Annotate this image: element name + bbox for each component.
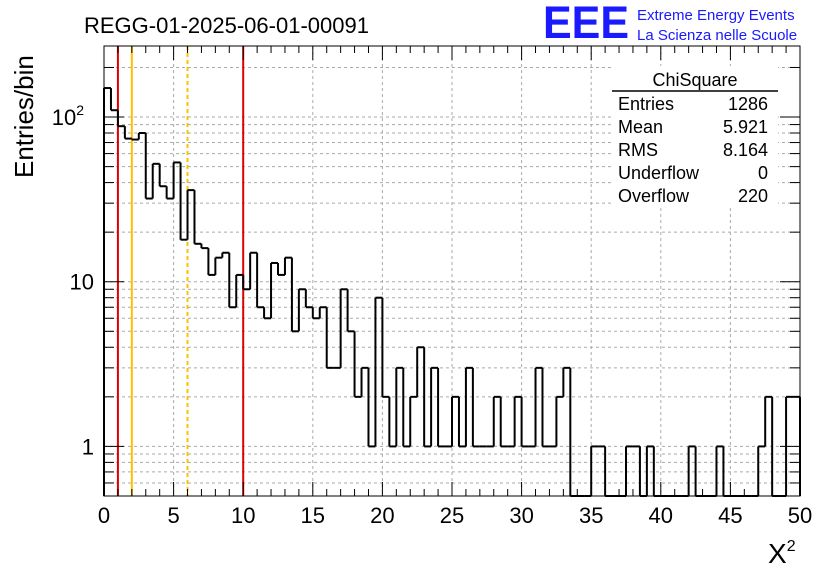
stats-value-mean: 5.921 (723, 117, 768, 137)
stats-label-entries: Entries (618, 94, 674, 114)
stats-box-bg (612, 66, 778, 208)
x-tick-label: 5 (167, 503, 179, 528)
y-tick-label: 1 (82, 434, 94, 459)
run-title: REGG-01-2025-06-01-00091 (84, 13, 369, 38)
x-axis-title-base: X (768, 538, 787, 569)
y-axis-title: Entries/bin (9, 55, 39, 178)
x-tick-label: 30 (509, 503, 533, 528)
x-tick-label: 0 (98, 503, 110, 528)
stats-label-rms: RMS (618, 140, 658, 160)
stats-value-overflow: 220 (738, 186, 768, 206)
axis-ticks (103, 46, 801, 497)
stats-label-underflow: Underflow (618, 163, 700, 183)
x-tick-label: 15 (301, 503, 325, 528)
reference-lines (116, 46, 245, 496)
x-axis-title: X2 (768, 538, 796, 569)
stats-value-underflow: 0 (758, 163, 768, 183)
x-tick-label: 35 (579, 503, 603, 528)
x-tick-label: 50 (788, 503, 812, 528)
x-tick-label: 45 (718, 503, 742, 528)
stats-title: ChiSquare (652, 70, 737, 90)
x-tick-label: 25 (440, 503, 464, 528)
stats-box: ChiSquare Entries 1286 Mean 5.921 RMS 8.164 Und… (612, 66, 778, 208)
stats-label-overflow: Overflow (618, 186, 690, 206)
y-tick-label: 10 (70, 270, 94, 295)
x-tick-label: 40 (649, 503, 673, 528)
x-tick-label: 20 (370, 503, 394, 528)
y-tick-label-base: 10 (52, 105, 76, 130)
y-tick-label-sup: 2 (76, 102, 84, 118)
eee-logo: EEE (543, 0, 629, 48)
project-name: Extreme Energy Events (637, 7, 795, 24)
x-axis-title-sup: 2 (787, 538, 796, 555)
y-tick-label: 102 (52, 102, 84, 130)
stats-value-rms: 8.164 (723, 140, 768, 160)
stats-value-entries: 1286 (728, 94, 768, 114)
stats-label-mean: Mean (618, 117, 663, 137)
project-subtitle: La Scienza nelle Scuole (637, 27, 797, 44)
x-tick-label: 10 (231, 503, 255, 528)
